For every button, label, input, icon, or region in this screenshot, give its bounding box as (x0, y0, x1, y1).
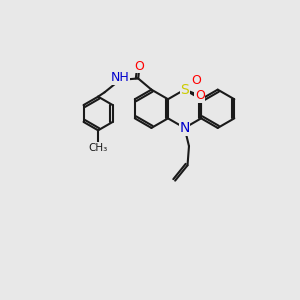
Text: CH₃: CH₃ (88, 143, 108, 153)
Text: O: O (195, 89, 205, 102)
Text: NH: NH (110, 71, 129, 84)
Text: O: O (191, 74, 201, 87)
Text: S: S (180, 82, 189, 97)
Text: O: O (135, 60, 145, 73)
Text: N: N (179, 121, 190, 135)
